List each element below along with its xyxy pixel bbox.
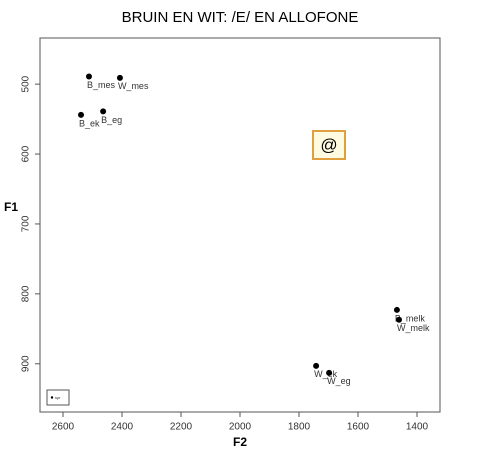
x-tick-label: 1400 [406, 422, 429, 433]
point-label: B_eg [101, 115, 122, 125]
point [393, 306, 400, 313]
x-tick-label: 1800 [288, 422, 311, 433]
y-tick-label: 900 [21, 355, 32, 372]
y-tick-label: 700 [21, 215, 32, 232]
point [326, 369, 333, 376]
point [395, 316, 402, 323]
y-tick-label: 500 [21, 75, 32, 92]
point [116, 74, 123, 81]
point [313, 362, 320, 369]
annotation: @ [320, 135, 337, 154]
x-tick-label: 1600 [347, 422, 370, 433]
x-tick-label: 2600 [52, 422, 75, 433]
point-label: B_ek [79, 118, 100, 128]
annotation-box [312, 130, 346, 160]
chart-title: BRUIN EN WIT: /E/ EN ALLOFONE [122, 9, 359, 26]
point-label: B_melk [395, 313, 426, 323]
x-tick-label: 2000 [229, 422, 252, 433]
legend-box [46, 389, 70, 406]
point [78, 111, 85, 118]
x-tick-label: 2400 [111, 422, 134, 433]
point [85, 73, 92, 80]
point-label: W_ek [314, 369, 338, 379]
legend-label: spr [55, 395, 61, 400]
point-label: W_mes [118, 81, 149, 91]
point [100, 108, 107, 115]
y-tick-label: 600 [21, 145, 32, 162]
point-label: W_eg [327, 376, 351, 386]
legend-marker [50, 396, 54, 399]
y-axis-label: F1 [4, 200, 18, 214]
x-axis-label: F2 [233, 435, 247, 449]
y-tick-label: 800 [21, 285, 32, 302]
x-tick-label: 2200 [170, 422, 193, 433]
point-label: B_mes [87, 80, 116, 90]
point-label: W_melk [397, 323, 430, 333]
